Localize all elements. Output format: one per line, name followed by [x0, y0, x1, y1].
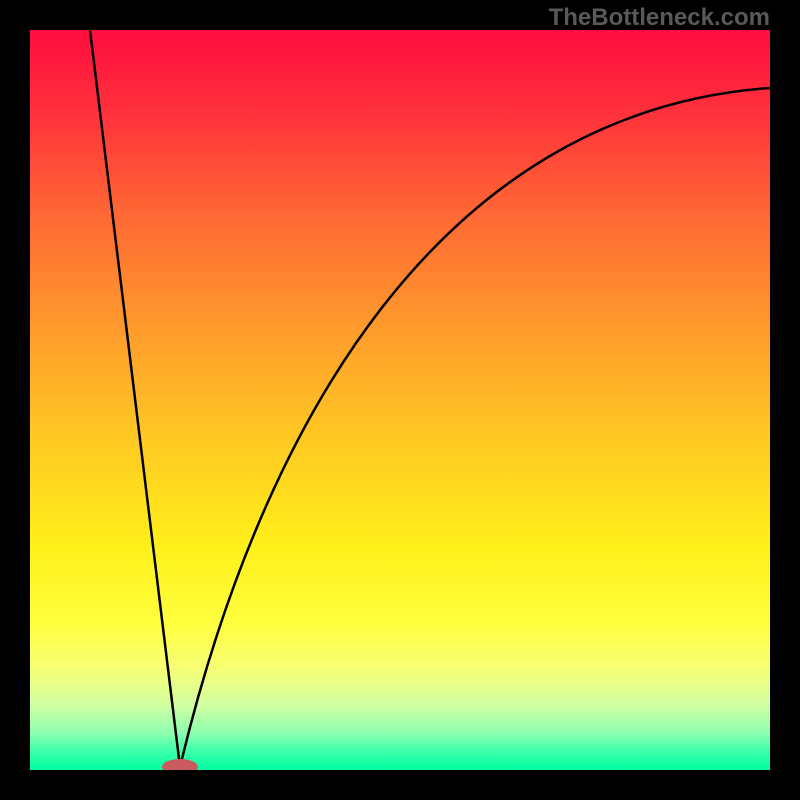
- gradient-background: [30, 30, 770, 770]
- watermark-text: TheBottleneck.com: [549, 4, 770, 32]
- gradient-chart: [30, 30, 770, 770]
